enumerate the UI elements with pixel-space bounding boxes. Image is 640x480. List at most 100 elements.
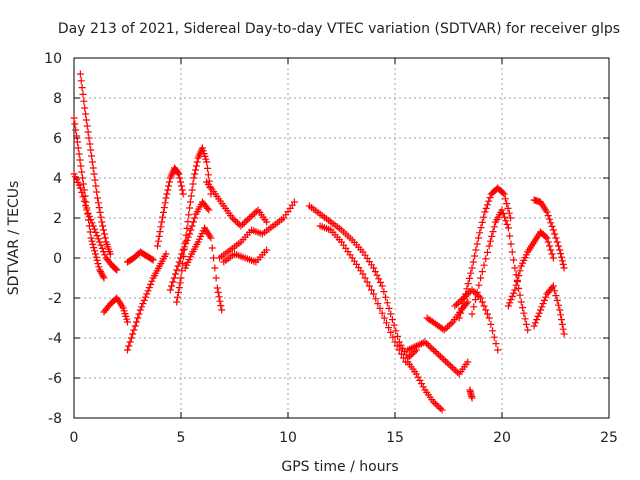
data-point-marker (87, 146, 95, 154)
data-point-marker (84, 128, 92, 136)
y-tick-label: 4 (53, 171, 62, 187)
data-point-marker (502, 217, 510, 225)
data-point-marker (100, 230, 108, 238)
data-point-marker (499, 210, 507, 218)
data-point-marker (488, 232, 496, 240)
data-point-marker (450, 365, 458, 373)
data-point-marker (505, 209, 513, 217)
data-point-marker (538, 303, 546, 311)
data-point-marker (290, 198, 298, 206)
data-point-marker (263, 218, 271, 226)
data-point-marker (89, 222, 97, 230)
data-point-marker (70, 114, 78, 122)
data-point-marker (507, 296, 515, 304)
data-point-marker (84, 209, 92, 217)
data-point-marker (100, 248, 108, 256)
data-point-marker (456, 297, 464, 305)
data-point-marker (176, 279, 184, 287)
data-point-marker (438, 354, 446, 362)
data-point-marker (468, 310, 476, 318)
data-point-marker (363, 278, 371, 286)
data-point-marker (205, 206, 213, 214)
data-point-marker (522, 320, 530, 328)
series-arc-j (181, 224, 226, 314)
data-point-marker (160, 204, 168, 212)
data-point-marker (554, 301, 562, 309)
data-point-marker (504, 224, 512, 232)
data-point-marker (98, 244, 106, 252)
data-point-marker (155, 232, 163, 240)
series-arc-m (220, 246, 271, 266)
data-point-marker (192, 162, 200, 170)
data-point-marker (177, 274, 185, 282)
data-point-marker (544, 238, 552, 246)
data-point-marker (90, 244, 98, 252)
data-point-marker (483, 248, 491, 256)
data-point-marker (406, 352, 414, 360)
data-point-marker (79, 174, 87, 182)
data-point-marker (93, 232, 101, 240)
data-point-marker (211, 264, 219, 272)
data-point-marker (371, 268, 379, 276)
data-point-marker (76, 156, 84, 164)
data-point-marker (156, 228, 164, 236)
data-point-marker (548, 250, 556, 258)
y-tick-label: 8 (53, 91, 62, 107)
data-point-marker (228, 214, 236, 222)
data-point-marker (74, 144, 82, 152)
data-point-marker (442, 324, 450, 332)
series-arc-v (530, 282, 568, 338)
data-point-marker (106, 250, 114, 258)
data-point-marker (165, 182, 173, 190)
x-tick-label: 20 (493, 430, 511, 446)
data-point-marker (159, 213, 167, 221)
data-point-marker (237, 222, 245, 230)
x-tick-label: 0 (70, 430, 79, 446)
data-point-marker (407, 351, 415, 359)
data-point-marker (512, 281, 520, 289)
data-point-marker (370, 264, 378, 272)
data-point-marker (162, 194, 170, 202)
data-point-marker (391, 338, 399, 346)
data-point-marker (218, 306, 226, 314)
data-point-marker (177, 182, 185, 190)
x-tick-label: 25 (600, 430, 618, 446)
data-point-marker (173, 266, 181, 274)
data-point-marker (471, 252, 479, 260)
data-point-marker (124, 346, 131, 354)
data-point-marker (453, 368, 461, 376)
data-point-marker (414, 341, 422, 349)
data-point-marker (503, 200, 511, 208)
data-point-marker (549, 282, 557, 290)
data-point-marker (96, 208, 104, 216)
data-point-marker (97, 269, 105, 277)
data-point-marker (79, 90, 87, 98)
series-arc-q (404, 338, 472, 378)
data-point-marker (383, 299, 391, 307)
data-point-marker (175, 284, 183, 292)
data-point-marker (370, 290, 378, 298)
data-point-marker (465, 289, 473, 297)
data-point-marker (470, 288, 478, 296)
data-point-marker (465, 274, 473, 282)
data-point-marker (436, 404, 444, 412)
data-point-marker (252, 208, 260, 216)
y-tick-label: 2 (53, 211, 62, 227)
data-point-marker (451, 302, 459, 310)
data-point-marker (97, 241, 105, 249)
x-tick-label: 10 (279, 430, 297, 446)
data-point-marker (77, 162, 85, 170)
data-point-marker (89, 164, 97, 172)
data-point-marker (470, 303, 478, 311)
data-point-marker (244, 216, 252, 224)
data-point-marker (144, 287, 152, 295)
data-point-marker (431, 348, 439, 356)
data-point-marker (478, 298, 486, 306)
data-point-marker (467, 269, 475, 277)
data-point-marker (487, 320, 495, 328)
data-point-marker (82, 116, 90, 124)
data-point-marker (469, 258, 477, 266)
data-point-marker (551, 287, 559, 295)
data-point-marker (483, 201, 491, 209)
data-point-marker (163, 190, 171, 198)
